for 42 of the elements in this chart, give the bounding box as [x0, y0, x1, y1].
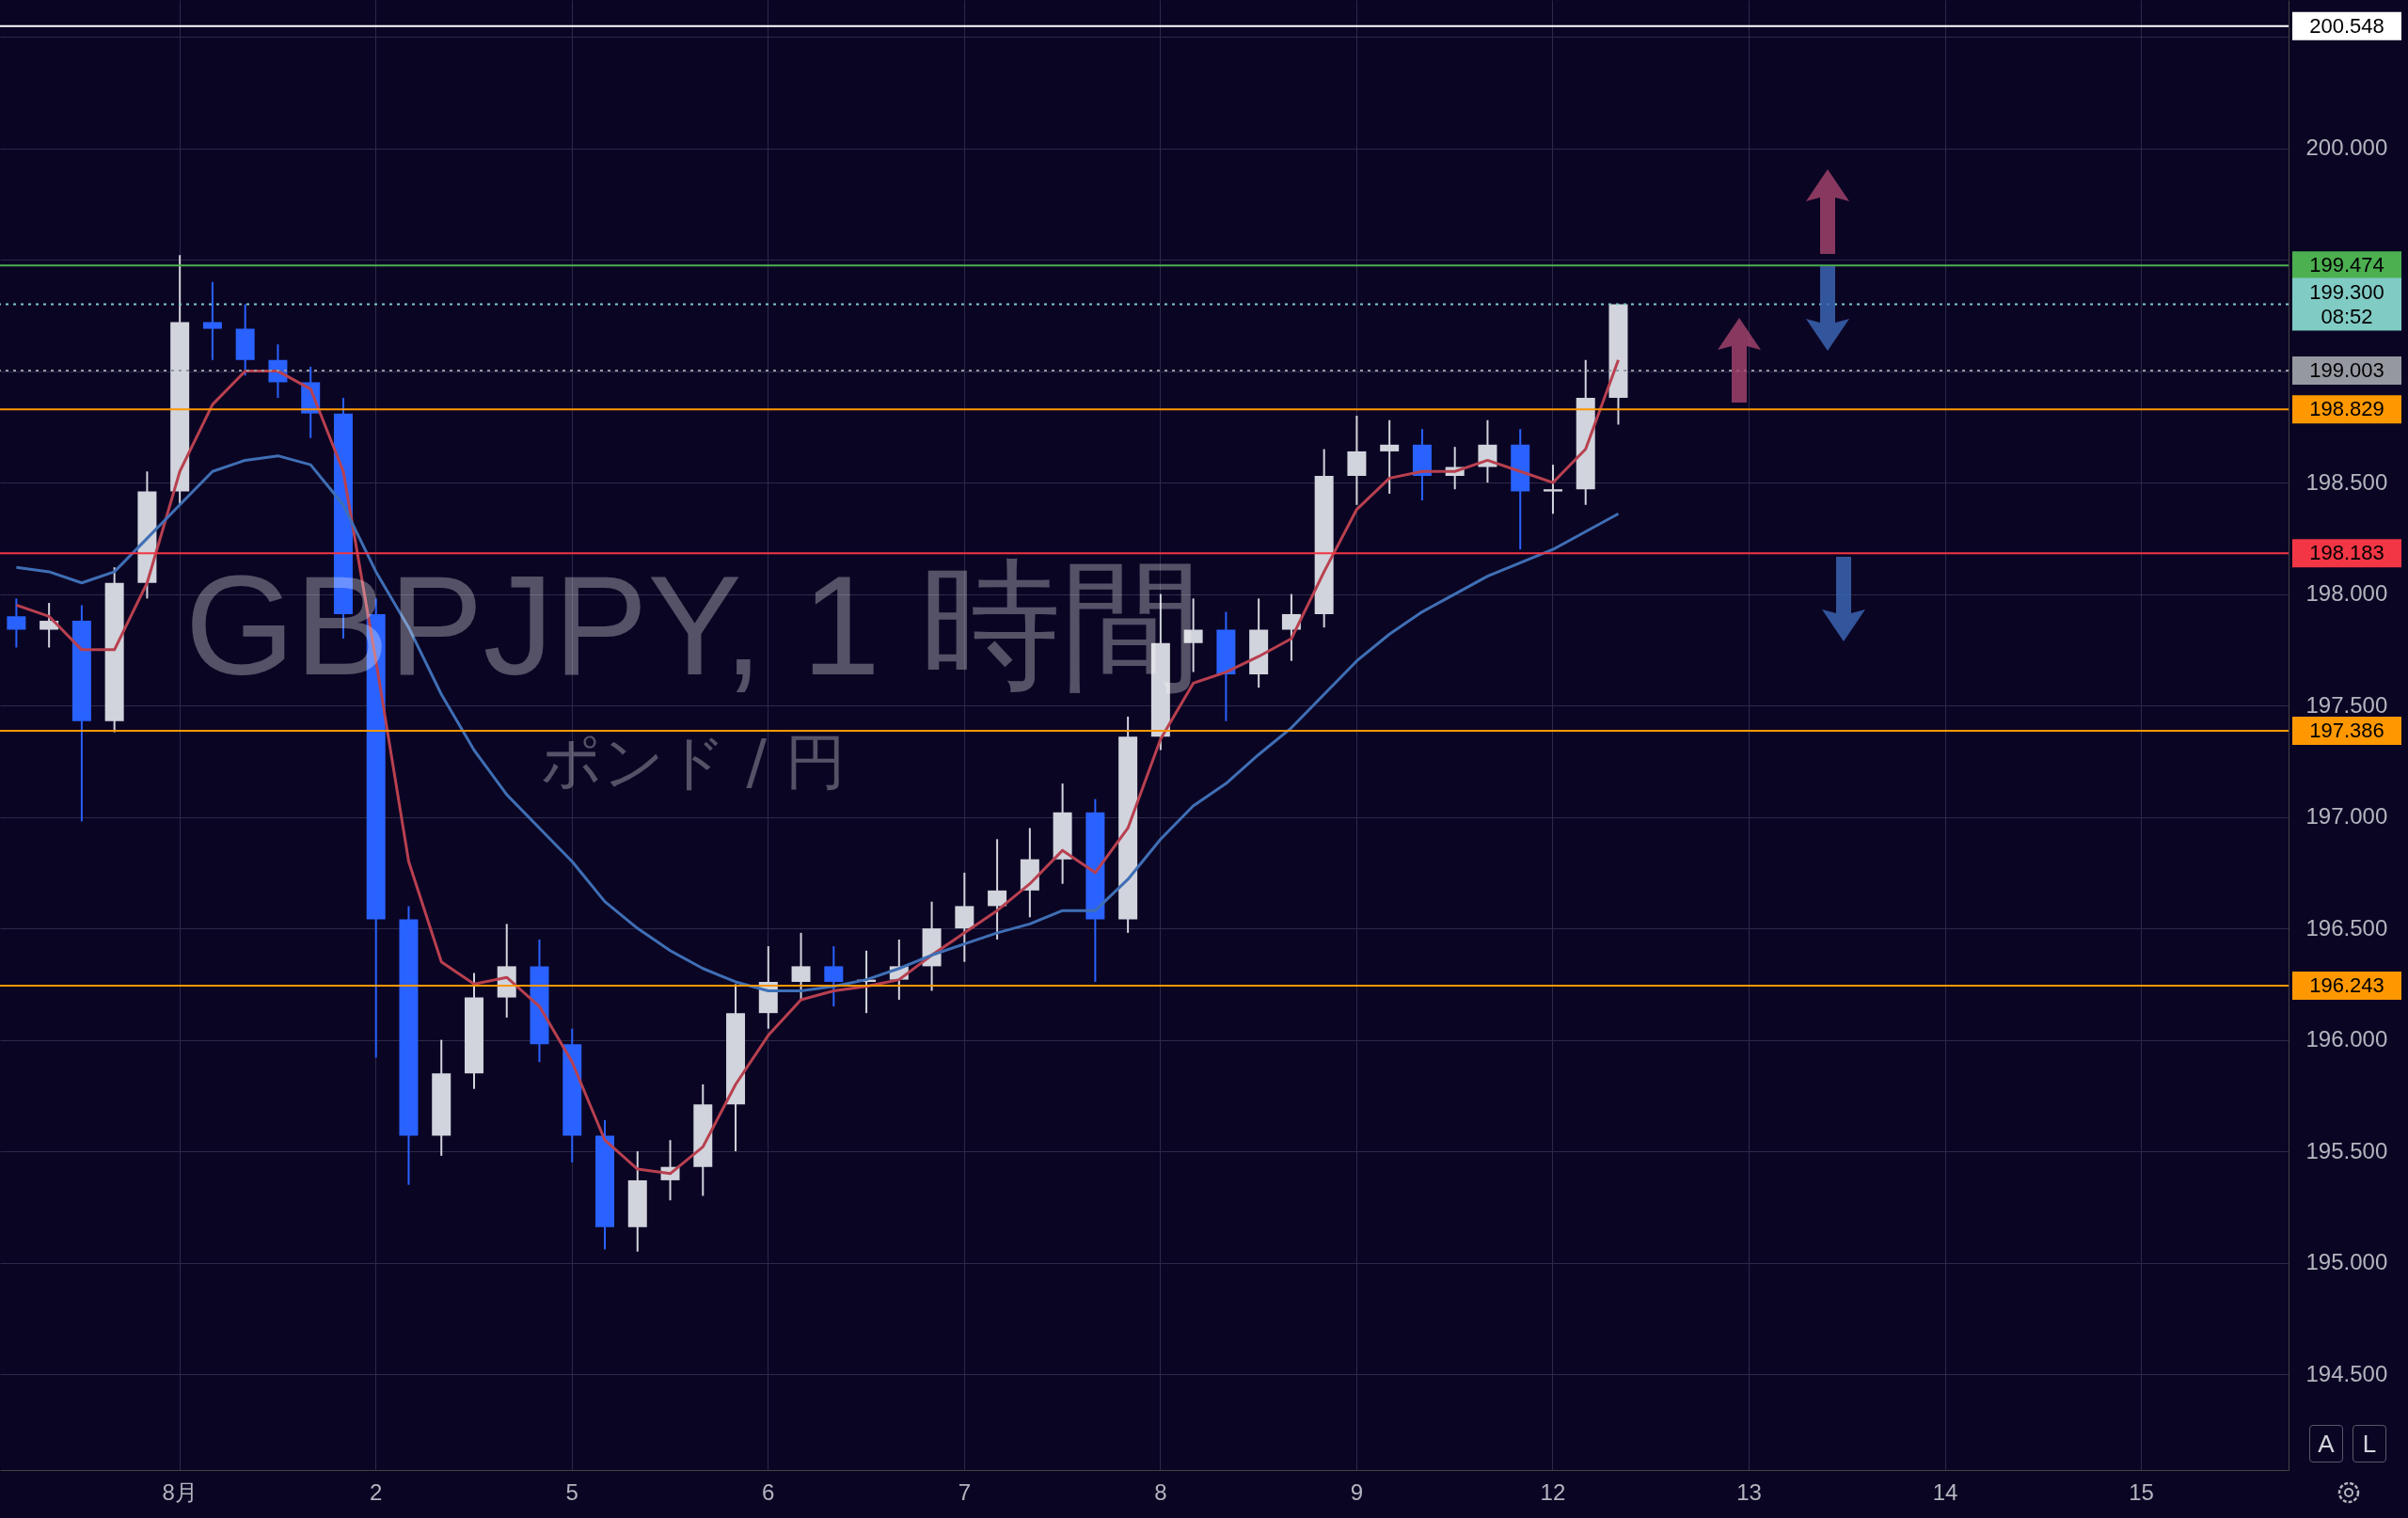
candlestick [7, 597, 26, 649]
x-tick-label: 5 [565, 1478, 578, 1505]
x-tick-label: 8月 [162, 1478, 198, 1505]
ref-line-label: 200.548 [2309, 13, 2384, 38]
y-tick-label: 197.500 [2305, 691, 2388, 718]
y-tick-label: 195.000 [2305, 1249, 2388, 1275]
y-tick-label: 198.000 [2305, 580, 2388, 607]
y-tick-label: 195.500 [2305, 1137, 2388, 1163]
y-tick-label: 196.500 [2305, 914, 2388, 941]
y-tick-label: 200.000 [2305, 134, 2388, 161]
candlestick [955, 871, 974, 963]
x-tick-label: 9 [1350, 1478, 1364, 1505]
x-tick-label: 13 [1736, 1478, 1762, 1505]
text: ポンド / 円 [541, 726, 847, 797]
x-tick-label: 2 [370, 1478, 383, 1505]
y-tick-label: 197.000 [2305, 803, 2388, 830]
text: L [2353, 1425, 2386, 1463]
ref-line-label: 199.474 [2309, 253, 2384, 277]
ref-line-label: 196.243 [2309, 973, 2384, 997]
candlestick [202, 280, 222, 361]
ref-line-label: 197.386 [2309, 719, 2384, 743]
x-tick-label: 8 [1154, 1478, 1167, 1505]
ref-line-label: 198.829 [2309, 397, 2384, 421]
ref-line-label: 199.003 [2309, 357, 2384, 382]
candlestick [1543, 464, 1562, 515]
x-tick-label: 7 [958, 1478, 972, 1505]
text: A [2309, 1425, 2343, 1463]
candlestick [1281, 593, 1301, 662]
candlestick [824, 945, 844, 1008]
ref-line-label: 198.183 [2309, 541, 2384, 565]
ref-line-label: 199.300 08:52 [2309, 279, 2384, 328]
y-tick-label: 194.500 [2305, 1360, 2388, 1386]
candlestick [791, 931, 811, 1001]
x-tick-label: 12 [1540, 1478, 1566, 1505]
x-tick-label: 14 [1932, 1478, 1958, 1505]
candlestick [988, 838, 1007, 941]
x-tick-label: 15 [2129, 1478, 2154, 1505]
y-tick-label: 198.500 [2305, 468, 2388, 495]
candlestick [40, 602, 59, 649]
y-tick-label: 196.000 [2305, 1026, 2388, 1052]
x-tick-label: 6 [762, 1478, 775, 1505]
candlestick [1380, 419, 1400, 495]
